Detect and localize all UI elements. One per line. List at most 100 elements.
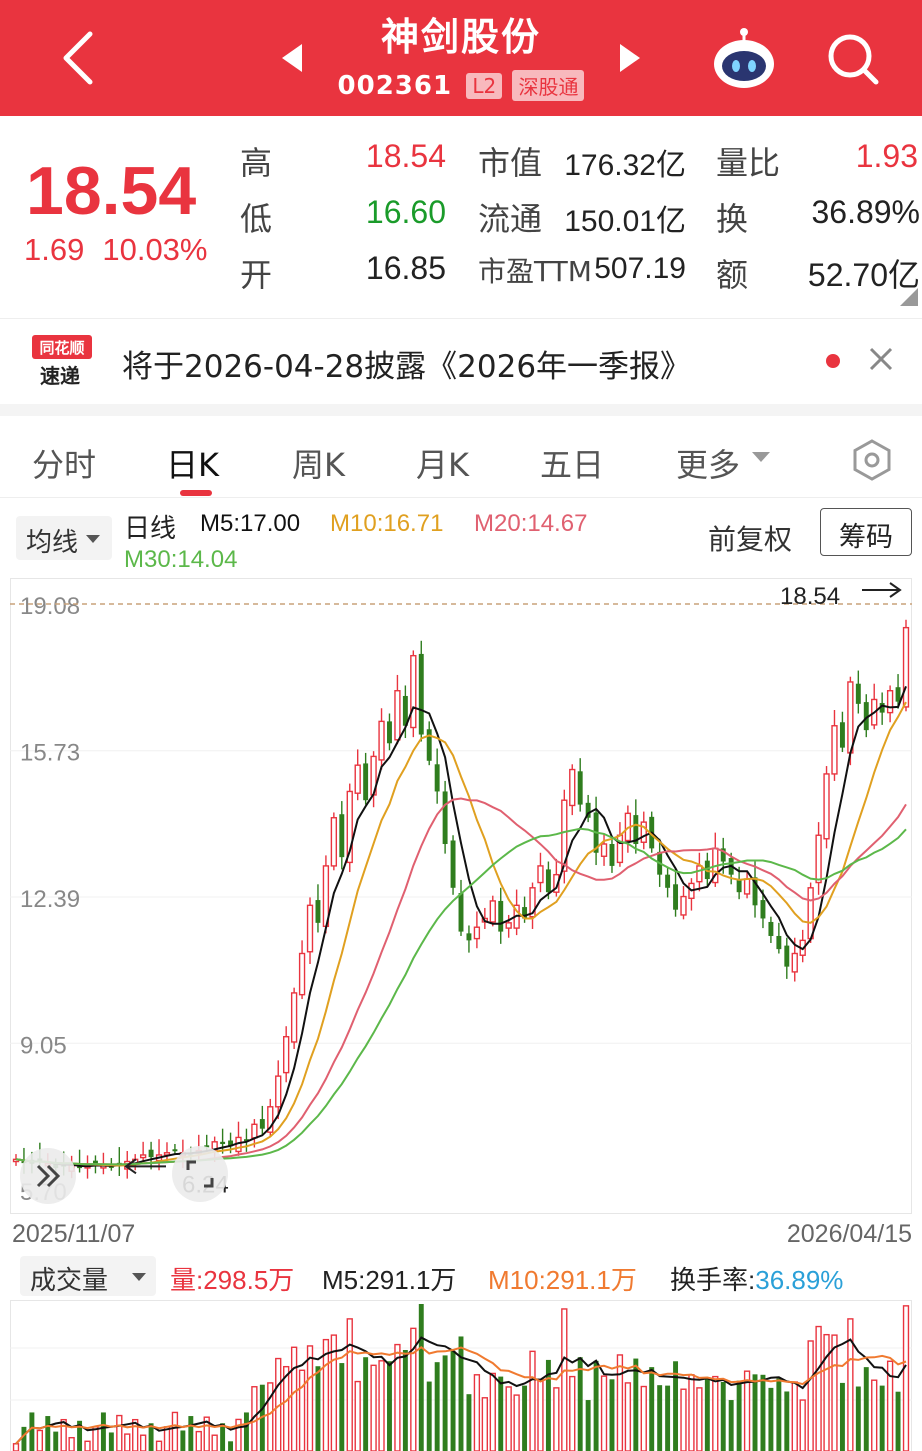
turnover-rate-value: 36.89%: [755, 1265, 844, 1295]
fullscreen-button[interactable]: [172, 1146, 228, 1202]
candle-down: [339, 814, 345, 858]
volume-selector[interactable]: 成交量: [20, 1256, 156, 1296]
tab-weekly-k[interactable]: 周K: [292, 446, 345, 484]
right-arrow-icon: [862, 582, 902, 598]
mktcap-label: 市值: [478, 144, 543, 182]
candle-up: [807, 887, 814, 940]
volume-bar-down: [418, 1304, 424, 1451]
prev-stock-icon[interactable]: [282, 44, 302, 72]
ma-selector[interactable]: 均线: [16, 516, 112, 560]
volume-bar-down: [879, 1385, 885, 1451]
period-label: 日线: [124, 513, 177, 543]
volume-bar-down: [180, 1430, 186, 1451]
settings-hexagon-icon[interactable]: [850, 438, 894, 482]
volume-bar-up: [640, 1385, 647, 1451]
volume-bar-down: [752, 1374, 758, 1451]
y-tick-label: 19.08: [20, 593, 80, 620]
candle-down: [720, 848, 726, 862]
volume-bar-up: [12, 1443, 20, 1451]
volume-value: 量:298.5万: [170, 1265, 295, 1295]
volume-selector-label: 成交量: [30, 1266, 109, 1296]
tab-intraday[interactable]: 分时: [32, 446, 97, 484]
search-icon[interactable]: [824, 30, 882, 88]
pe-value: 507.19: [594, 252, 686, 285]
volume-bar-up: [139, 1434, 147, 1451]
volume-m10: M10:291.1万: [488, 1265, 637, 1295]
back-arrow-icon[interactable]: [56, 28, 100, 88]
volume-bar-up: [871, 1379, 878, 1451]
expand-sidebar-button[interactable]: [20, 1148, 76, 1204]
volume-bar-down: [720, 1382, 726, 1451]
volume-bar-down: [53, 1431, 59, 1451]
candle-up: [298, 952, 306, 996]
candle-up: [680, 895, 687, 916]
adjust-mode[interactable]: 前复权: [708, 523, 793, 556]
notice-text[interactable]: 将于2026-04-28披露《2026年一季报》: [122, 349, 692, 385]
volume-bar-down: [339, 1363, 345, 1451]
volume-bar-down: [895, 1391, 901, 1451]
chart-tabs: 分时 日K 周K 月K 五日 更多: [0, 416, 922, 498]
notice-banner[interactable]: 同花顺 速递 将于2026-04-28披露《2026年一季报》: [0, 318, 922, 404]
volume-chart[interactable]: [10, 1300, 912, 1451]
hk-connect-badge[interactable]: 深股通: [512, 70, 585, 101]
next-stock-icon[interactable]: [620, 44, 640, 72]
candle-up: [251, 1123, 258, 1139]
volume-bar-down: [148, 1423, 154, 1451]
chips-button[interactable]: 筹码: [820, 508, 912, 556]
volume-ma10-line: [15, 1345, 907, 1445]
tab-daily-k[interactable]: 日K: [166, 446, 219, 484]
volume-bar-down: [776, 1378, 782, 1451]
candle-up: [823, 773, 830, 840]
left-arrow-icon: [124, 1158, 166, 1175]
volume-bar-up: [791, 1381, 798, 1451]
candle-down: [148, 1149, 154, 1158]
chevron-down-icon[interactable]: [752, 452, 770, 462]
candle-up: [600, 843, 608, 857]
volume-m5: M5:291.1万: [322, 1265, 457, 1295]
candle-down: [426, 729, 432, 761]
volume-bar-up: [823, 1333, 830, 1451]
candle-down: [434, 764, 440, 792]
active-tab-indicator: [180, 490, 212, 496]
close-icon[interactable]: [866, 344, 896, 374]
tab-monthly-k[interactable]: 月K: [416, 446, 469, 484]
volume-bar-up: [84, 1440, 91, 1451]
mktcap-value: 176.32亿: [564, 149, 686, 182]
tonghuashun-logo: 同花顺 速递: [32, 335, 92, 388]
candle-up: [505, 922, 512, 929]
candle-down: [776, 935, 782, 950]
volume-bar-up: [211, 1434, 218, 1451]
volume-bar-down: [665, 1385, 671, 1451]
turnover-rate-text: 换手率:36.89%: [670, 1265, 843, 1295]
l2-badge[interactable]: L2: [466, 72, 503, 99]
volume-bar-down: [673, 1361, 679, 1451]
volume-bar-up: [354, 1380, 361, 1451]
last-price-label: 18.54: [780, 583, 840, 610]
chart-border: [10, 578, 912, 1214]
stock-code-line: 002361 L2 深股通: [0, 70, 922, 101]
volume-bar-down: [633, 1358, 639, 1451]
candle-down: [522, 907, 528, 919]
volume-bar-down: [243, 1412, 249, 1451]
candle-up: [561, 799, 568, 872]
volume-bar-up: [171, 1411, 179, 1451]
tab-more[interactable]: 更多: [676, 446, 741, 484]
volume-bar-down: [228, 1441, 234, 1451]
turnover-rate-label: 换手率:36.89%: [670, 1260, 843, 1297]
ma-selector-label: 均线: [26, 528, 79, 558]
volume-bar-up: [537, 1378, 544, 1451]
volume-bar-down: [839, 1382, 845, 1451]
robot-assistant-icon[interactable]: [712, 26, 776, 90]
tab-five-day[interactable]: 五日: [540, 446, 605, 484]
volume-bar-down: [736, 1380, 742, 1451]
ma20-line: [15, 797, 907, 1166]
expand-corner-icon[interactable]: [900, 288, 918, 306]
volume-bar-down: [545, 1359, 551, 1451]
volume-bar-up: [322, 1338, 330, 1451]
candle-down: [545, 869, 551, 893]
candle-down: [228, 1140, 234, 1147]
fullscreen-icon: [186, 1160, 214, 1188]
volume-bar-up: [330, 1334, 338, 1451]
candle-down: [752, 877, 758, 906]
